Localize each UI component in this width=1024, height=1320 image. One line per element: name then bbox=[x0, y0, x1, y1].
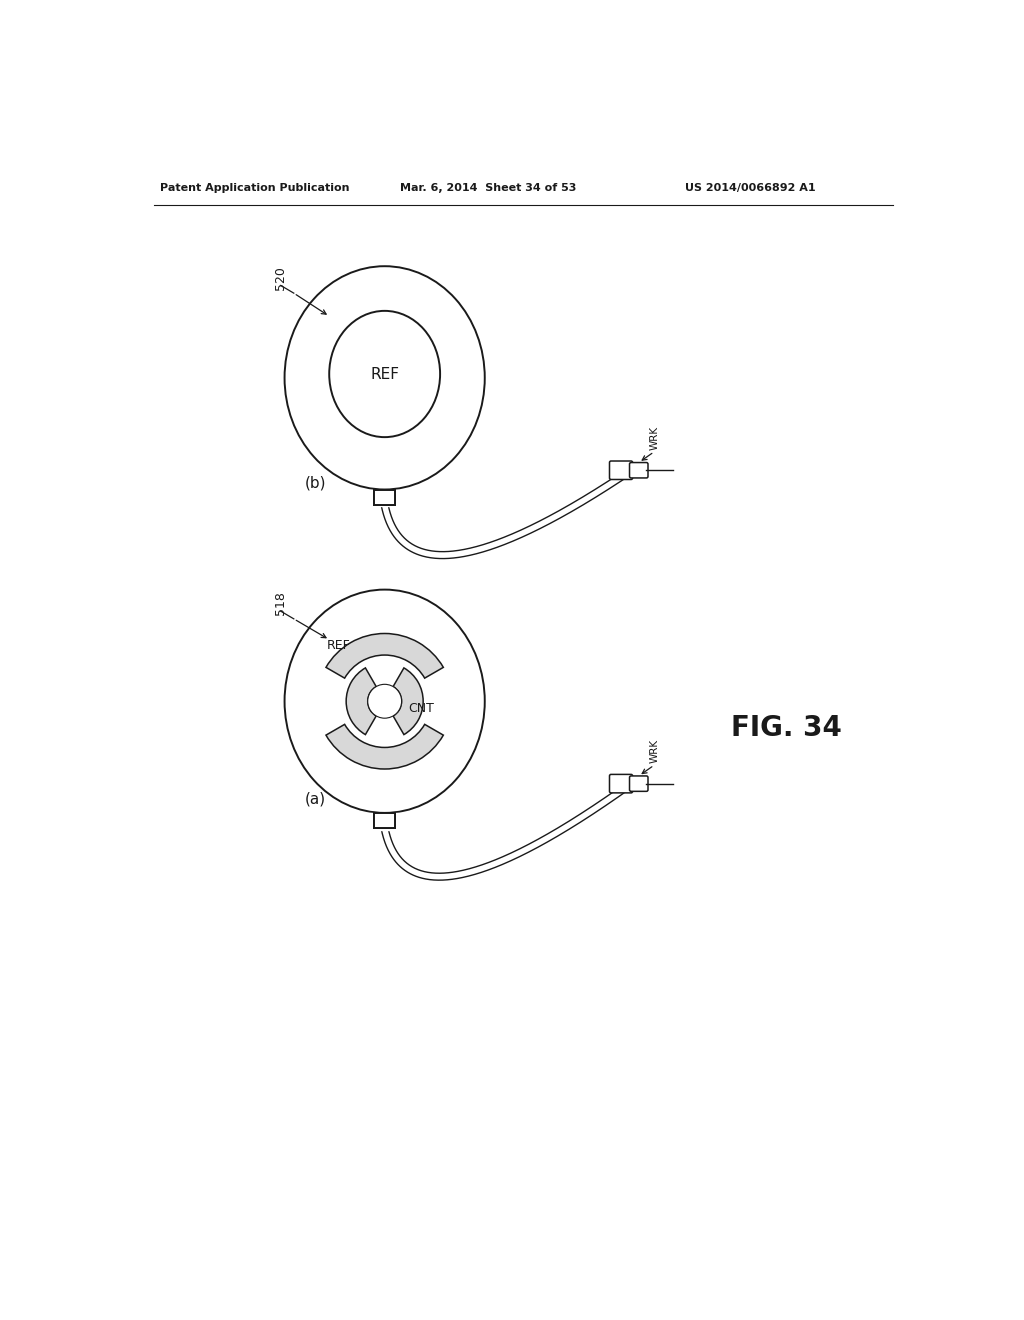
Text: 520: 520 bbox=[274, 265, 287, 289]
FancyBboxPatch shape bbox=[609, 775, 633, 793]
FancyBboxPatch shape bbox=[630, 776, 648, 792]
Ellipse shape bbox=[285, 267, 484, 490]
Text: REF: REF bbox=[370, 367, 399, 381]
FancyBboxPatch shape bbox=[630, 462, 648, 478]
Text: 518: 518 bbox=[274, 591, 287, 615]
Wedge shape bbox=[393, 668, 423, 735]
Wedge shape bbox=[326, 725, 443, 770]
Ellipse shape bbox=[330, 312, 440, 437]
Bar bbox=[374, 813, 395, 829]
Bar bbox=[374, 490, 395, 506]
Text: (b): (b) bbox=[304, 475, 326, 491]
Text: REF: REF bbox=[327, 639, 350, 652]
Circle shape bbox=[368, 684, 401, 718]
Bar bbox=[374, 813, 395, 829]
Bar bbox=[374, 490, 395, 506]
Text: US 2014/0066892 A1: US 2014/0066892 A1 bbox=[685, 182, 815, 193]
Ellipse shape bbox=[285, 590, 484, 813]
Text: (a): (a) bbox=[305, 792, 326, 807]
Text: WRK: WRK bbox=[649, 739, 659, 763]
FancyBboxPatch shape bbox=[609, 461, 633, 479]
Text: FIG. 34: FIG. 34 bbox=[731, 714, 842, 742]
Text: WRK: WRK bbox=[649, 426, 659, 450]
Text: Mar. 6, 2014  Sheet 34 of 53: Mar. 6, 2014 Sheet 34 of 53 bbox=[400, 182, 577, 193]
Wedge shape bbox=[346, 668, 376, 735]
Text: Patent Application Publication: Patent Application Publication bbox=[160, 182, 349, 193]
Wedge shape bbox=[326, 634, 443, 678]
Text: CNT: CNT bbox=[409, 702, 434, 715]
